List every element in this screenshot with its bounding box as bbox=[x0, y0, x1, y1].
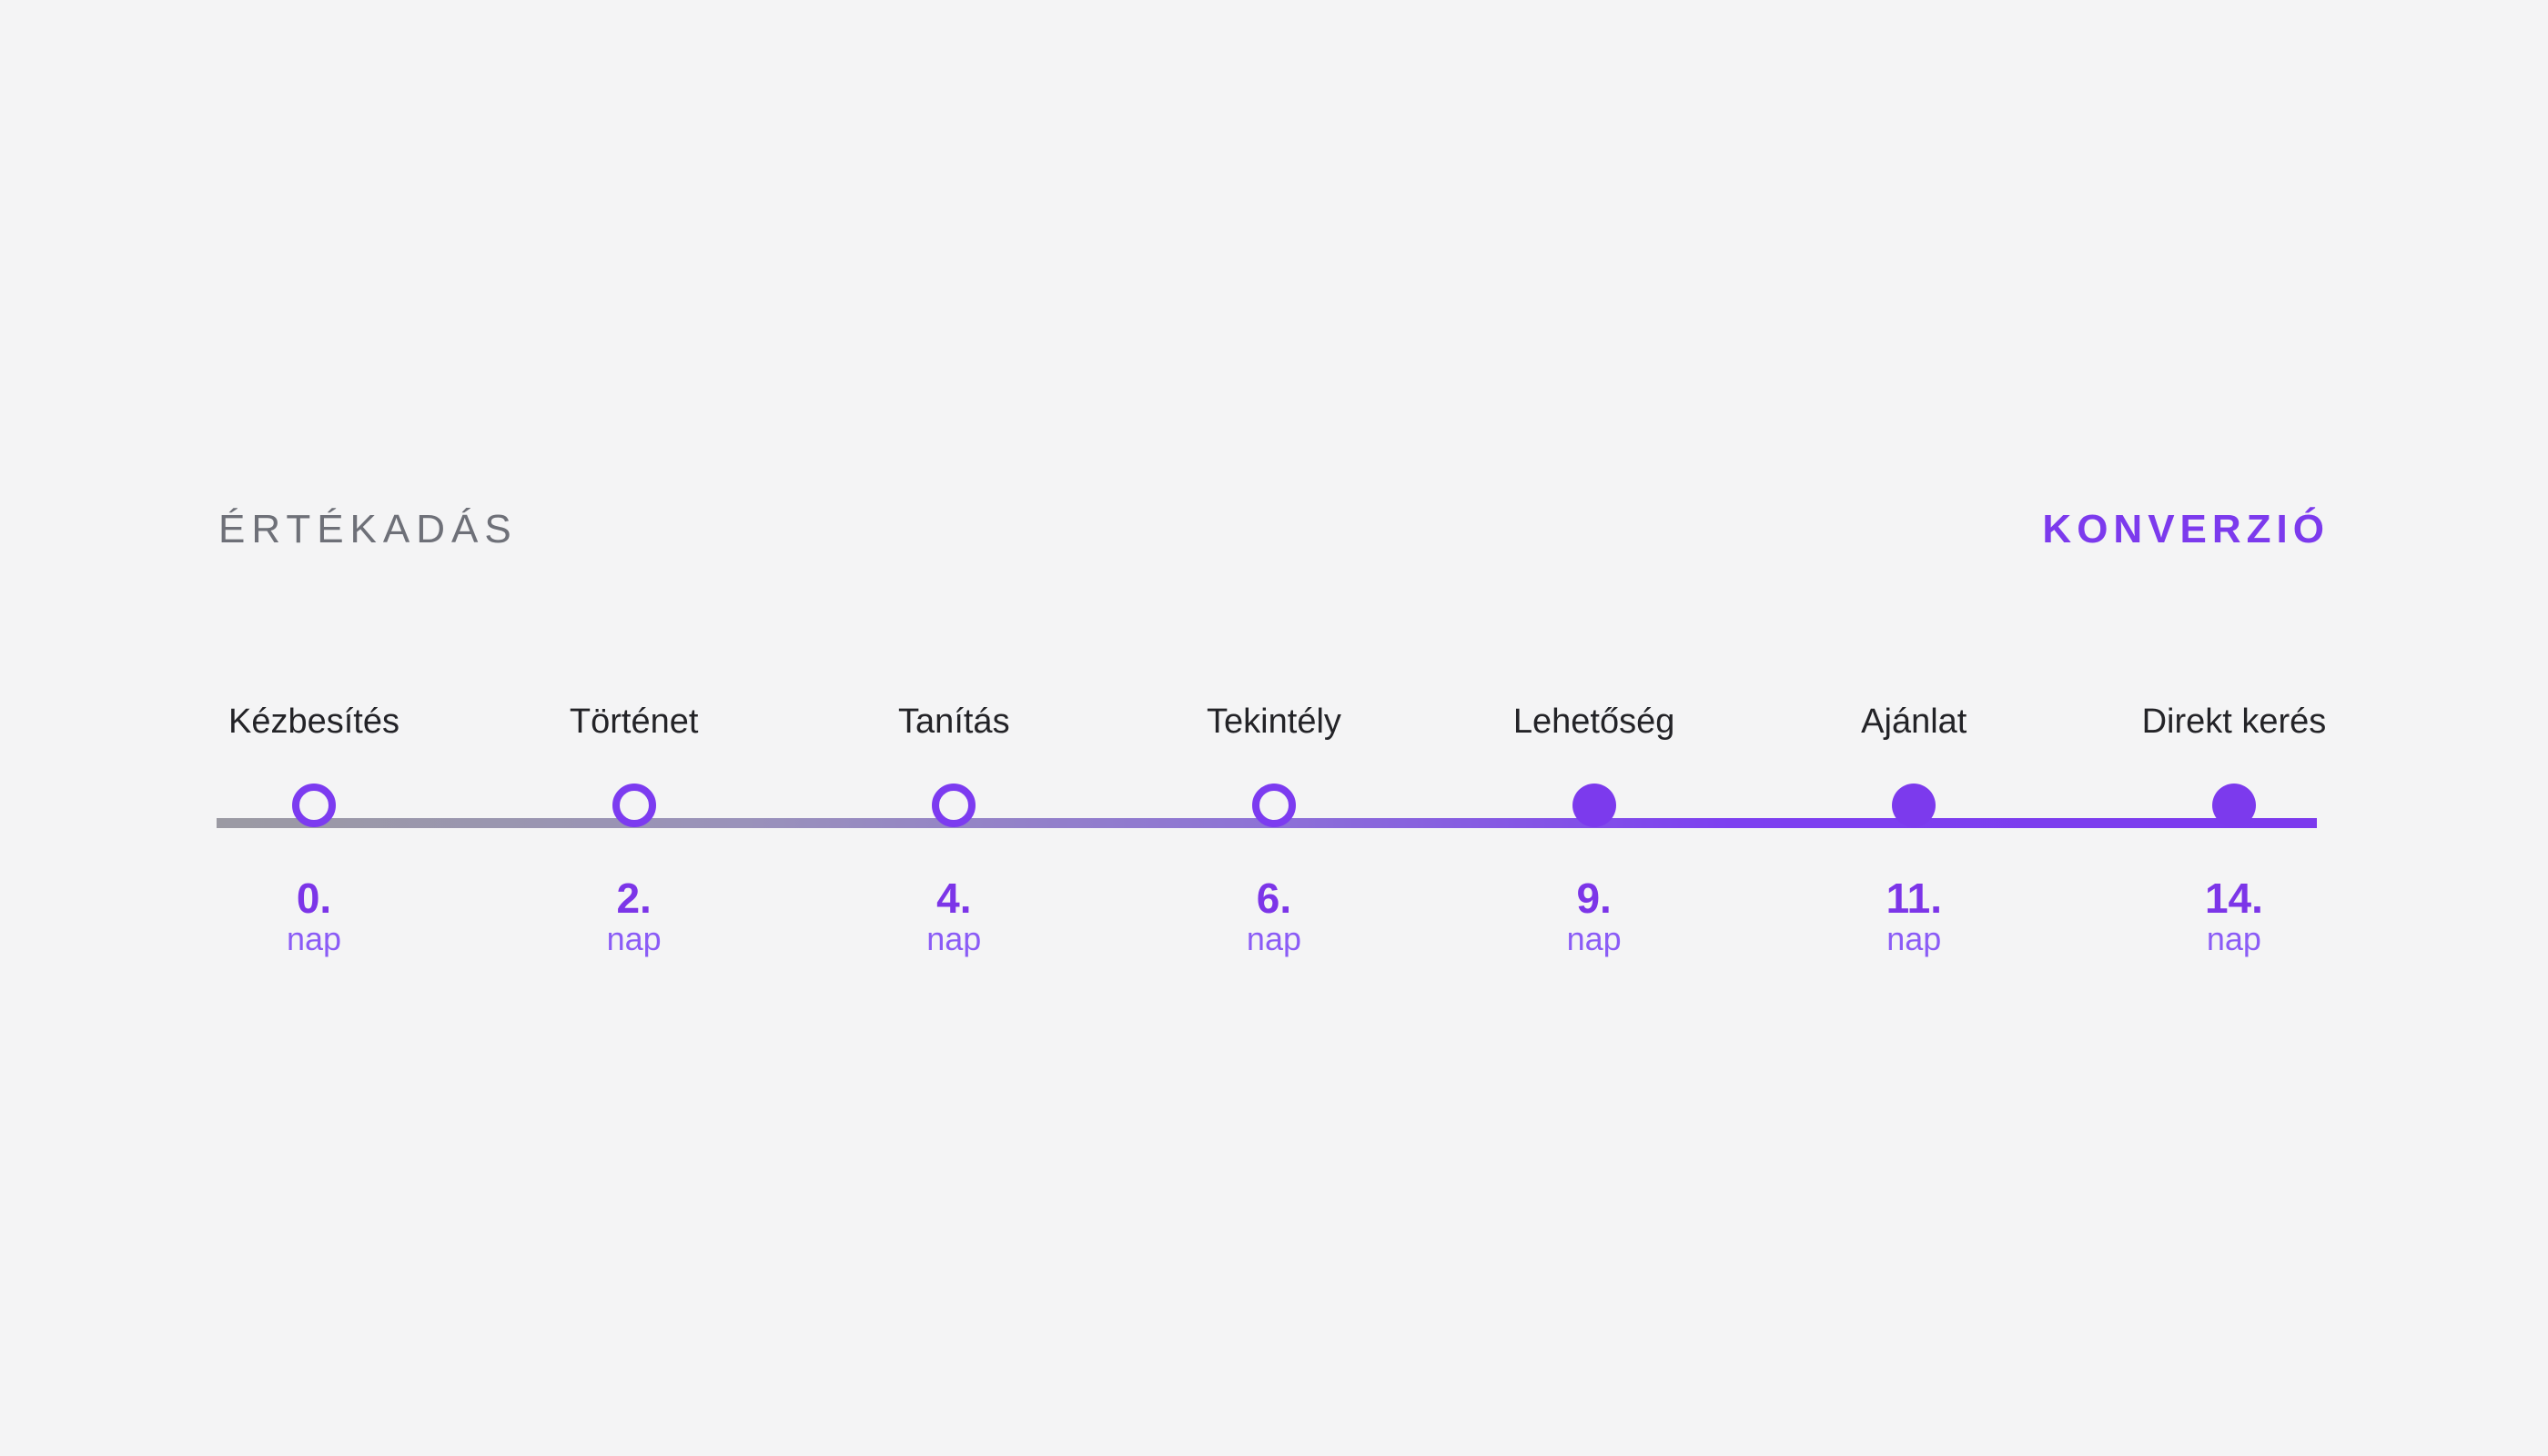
step-label: Tekintély bbox=[1207, 703, 1341, 741]
timeline-step: Történet 2. nap bbox=[539, 701, 730, 956]
timeline-step: Ajánlat 11. nap bbox=[1818, 701, 2009, 956]
step-day-number: 14. bbox=[2204, 875, 2263, 922]
step-label: Lehetőség bbox=[1512, 703, 1675, 741]
step-day-number: 9. bbox=[1576, 875, 1612, 922]
step-label: Direkt kerés bbox=[2141, 703, 2327, 741]
step-day-unit: nap bbox=[1566, 920, 1622, 957]
step-day-unit: nap bbox=[286, 920, 342, 957]
timeline-step: Direkt kerés 14. nap bbox=[2138, 701, 2330, 956]
step-day-number: 4. bbox=[936, 875, 972, 922]
step-day-number: 2. bbox=[616, 875, 652, 922]
step-day-unit: nap bbox=[1886, 920, 1942, 957]
step-dot-icon bbox=[1251, 784, 1296, 827]
timeline-step: Tekintély 6. nap bbox=[1178, 701, 1370, 956]
step-day-unit: nap bbox=[926, 920, 982, 957]
step-day-number: 11. bbox=[1886, 875, 1942, 922]
step-dot-icon bbox=[2211, 784, 2256, 827]
step-day-unit: nap bbox=[2206, 920, 2261, 957]
step-label: Történet bbox=[569, 703, 699, 741]
step-label: Ajánlat bbox=[1861, 703, 1967, 741]
step-day-unit: nap bbox=[1246, 920, 1301, 957]
step-label: Tanítás bbox=[898, 703, 1010, 741]
phase-label-konverzio: KONVERZIÓ bbox=[2042, 507, 2330, 551]
timeline-step: Tanítás 4. nap bbox=[858, 701, 1049, 956]
step-day-unit: nap bbox=[606, 920, 662, 957]
step-label: Kézbesítés bbox=[228, 703, 399, 741]
step-dot-icon bbox=[1572, 784, 1616, 827]
step-dot-icon bbox=[612, 784, 656, 827]
step-dot-icon bbox=[292, 784, 336, 827]
phase-label-ertekadas: ÉRTÉKADÁS bbox=[218, 507, 518, 551]
step-day-number: 6. bbox=[1256, 875, 1292, 922]
timeline-nodes: Kézbesítés 0. nap Történet 2. nap Tanítá… bbox=[218, 701, 2330, 956]
timeline: Kézbesítés 0. nap Történet 2. nap Tanítá… bbox=[217, 701, 2330, 965]
timeline-step: Kézbesítés 0. nap bbox=[218, 701, 410, 956]
phase-header: ÉRTÉKADÁS KONVERZIÓ bbox=[218, 506, 2330, 553]
step-dot-icon bbox=[1892, 784, 1936, 827]
timeline-step: Lehetőség 9. nap bbox=[1499, 701, 1690, 956]
step-dot-icon bbox=[932, 784, 976, 827]
step-day-number: 0. bbox=[296, 875, 332, 922]
